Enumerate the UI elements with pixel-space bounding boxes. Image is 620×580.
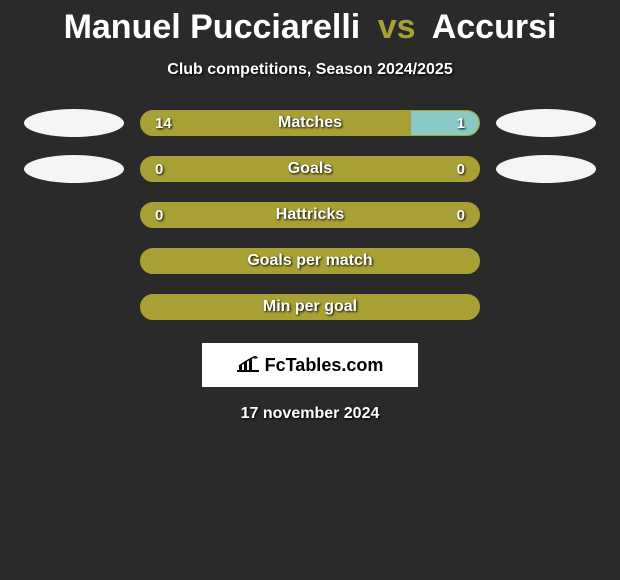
player-b-photo	[496, 155, 596, 183]
stat-rows: 14 Matches 1 0 Goals 0 0 Hattricks 0 Goals per ma…	[0, 109, 620, 321]
bar-label: Matches	[278, 114, 342, 132]
stat-bar: Min per goal	[140, 294, 480, 320]
player-b-photo	[496, 109, 596, 137]
vs-label: vs	[378, 8, 416, 46]
bar-fill-right	[411, 111, 479, 135]
stat-bar: 0 Goals 0	[140, 156, 480, 182]
stat-row: 0 Goals 0	[0, 155, 620, 183]
date-label: 17 november 2024	[241, 405, 380, 423]
subtitle: Club competitions, Season 2024/2025	[167, 61, 452, 79]
player-a-photo	[24, 109, 124, 137]
brand-text: FcTables.com	[265, 355, 384, 376]
bar-right-value: 1	[457, 115, 465, 132]
bar-left-value: 14	[155, 115, 172, 132]
bar-right-value: 0	[457, 161, 465, 178]
bar-label: Goals	[288, 160, 332, 178]
stat-row: 0 Hattricks 0	[0, 201, 620, 229]
stat-row: Goals per match	[0, 247, 620, 275]
bar-label: Min per goal	[263, 298, 357, 316]
brand-badge: FcTables.com	[202, 343, 418, 387]
bar-label: Goals per match	[247, 252, 372, 270]
bar-fill-left	[141, 111, 411, 135]
bar-label: Hattricks	[276, 206, 344, 224]
comparison-infographic: Manuel Pucciarelli vs Accursi Club compe…	[0, 0, 620, 580]
brand-chart-icon	[237, 356, 259, 374]
stat-bar: 14 Matches 1	[140, 110, 480, 136]
stat-row: 14 Matches 1	[0, 109, 620, 137]
stat-bar: Goals per match	[140, 248, 480, 274]
page-title: Manuel Pucciarelli vs Accursi	[64, 8, 557, 47]
stat-row: Min per goal	[0, 293, 620, 321]
player-a-name: Manuel Pucciarelli	[64, 8, 361, 46]
bar-left-value: 0	[155, 207, 163, 224]
bar-left-value: 0	[155, 161, 163, 178]
player-a-photo	[24, 155, 124, 183]
player-b-name: Accursi	[432, 8, 557, 46]
bar-right-value: 0	[457, 207, 465, 224]
stat-bar: 0 Hattricks 0	[140, 202, 480, 228]
